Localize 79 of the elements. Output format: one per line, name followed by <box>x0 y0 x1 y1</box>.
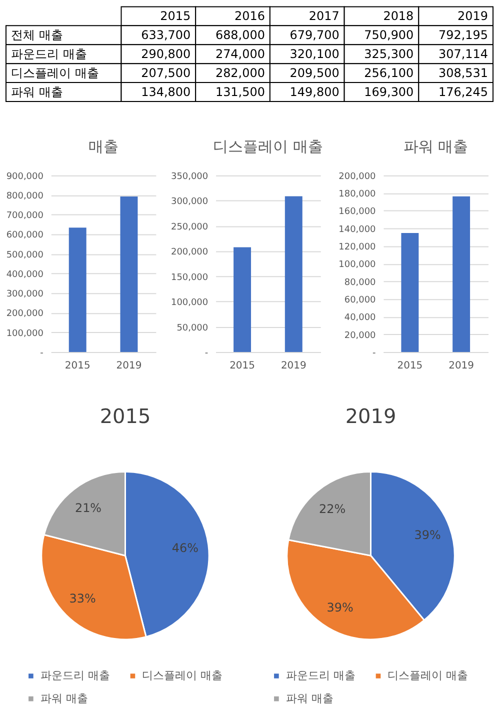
y-tick-label: 120,000 <box>338 242 376 253</box>
data-label: 149,800 <box>290 85 340 100</box>
y-tick-label: 140,000 <box>338 224 376 235</box>
x-tick-label: 2019 <box>448 360 474 372</box>
y-tick-label: 40,000 <box>344 313 376 324</box>
chart-title: 파워 매출 <box>403 137 468 156</box>
x-tick-label: 2017 <box>308 9 340 24</box>
data-label: 688,000 <box>215 28 265 42</box>
y-tick-label: 60,000 <box>344 296 376 306</box>
data-label: 679,700 <box>290 28 340 42</box>
legend-label: 파워 매출 <box>286 692 334 704</box>
data-label: 169,300 <box>364 85 414 100</box>
x-tick-label: 2018 <box>383 9 414 24</box>
y-tick-label: 200,000 <box>338 172 376 182</box>
y-tick-label: 250,000 <box>170 222 208 232</box>
y-tick-label: 100,000 <box>170 298 208 308</box>
data-label: 307,114 <box>438 47 488 62</box>
data-label: 325,300 <box>364 47 414 62</box>
data-label: 39% <box>326 600 354 615</box>
x-tick-label: 2019 <box>116 360 142 372</box>
y-tick-label: 300,000 <box>170 197 208 208</box>
y-tick-label: 350,000 <box>170 172 208 182</box>
y-tick-label: 80,000 <box>344 278 376 288</box>
y-tick-label: - <box>204 348 208 358</box>
data-label: 46% <box>172 541 198 556</box>
y-tick-label: 600,000 <box>6 230 44 241</box>
data-label: 207,500 <box>141 66 191 80</box>
data-label: 320,100 <box>290 47 340 62</box>
x-tick-label: 2015 <box>64 360 90 372</box>
data-label: 290,800 <box>141 47 191 62</box>
y-tick-label: 700,000 <box>6 211 44 222</box>
y-tick-label: 200,000 <box>170 248 208 258</box>
x-tick-label: 2019 <box>280 360 306 372</box>
y-tick-label: 800,000 <box>6 191 44 202</box>
data-label: 21% <box>74 500 102 515</box>
y-tick-label: 100,000 <box>338 260 376 270</box>
chart-title: 2019 <box>345 404 396 428</box>
y-tick-label: 900,000 <box>6 172 44 182</box>
y-tick-label: 디스플레이 매출 <box>10 66 99 80</box>
data-label: 176,245 <box>438 85 488 100</box>
data-label: 33% <box>69 591 96 606</box>
y-tick-label: 500,000 <box>6 250 44 260</box>
y-tick-label: 200,000 <box>6 309 44 320</box>
data-label: 22% <box>318 502 346 516</box>
y-tick-label: 20,000 <box>344 330 376 341</box>
data-label: 274,000 <box>215 47 265 62</box>
data-label: 308,531 <box>438 66 488 80</box>
legend-label: 디스플레이 매출 <box>388 669 468 682</box>
y-tick-label: 파운드리 매출 <box>10 47 87 62</box>
y-tick-label: 파워 매출 <box>10 85 63 100</box>
y-tick-label: - <box>372 348 376 358</box>
data-label: 209,500 <box>290 66 340 80</box>
chart-title: 디스플레이 매출 <box>213 137 323 156</box>
y-tick-label: 180,000 <box>338 190 376 200</box>
y-tick-label: 100,000 <box>6 328 44 339</box>
data-label: 792,195 <box>438 28 488 42</box>
legend-label: 파운드리 매출 <box>286 669 356 682</box>
data-label: 134,800 <box>141 85 191 100</box>
x-tick-label: 2019 <box>458 9 488 24</box>
y-tick-label: 50,000 <box>176 323 208 334</box>
data-label: 256,100 <box>364 66 414 80</box>
data-label: 750,900 <box>364 28 414 42</box>
y-tick-label: 160,000 <box>338 207 376 218</box>
chart-title: 매출 <box>88 137 118 156</box>
data-label: 39% <box>414 528 441 542</box>
chart-title: 2015 <box>100 404 151 428</box>
data-label: 282,000 <box>215 66 265 80</box>
legend-label: 파운드리 매출 <box>40 669 110 682</box>
x-tick-label: 2015 <box>160 9 191 24</box>
x-tick-label: 2015 <box>397 360 423 372</box>
data-label: 633,700 <box>141 28 191 42</box>
y-tick-label: - <box>40 348 44 358</box>
y-tick-label: 400,000 <box>6 270 44 280</box>
y-tick-label: 300,000 <box>6 290 44 300</box>
y-tick-label: 전체 매출 <box>10 28 63 42</box>
x-tick-label: 2015 <box>230 360 255 372</box>
y-tick-label: 150,000 <box>170 272 208 283</box>
data-label: 131,500 <box>215 85 265 100</box>
x-tick-label: 2016 <box>234 9 265 24</box>
